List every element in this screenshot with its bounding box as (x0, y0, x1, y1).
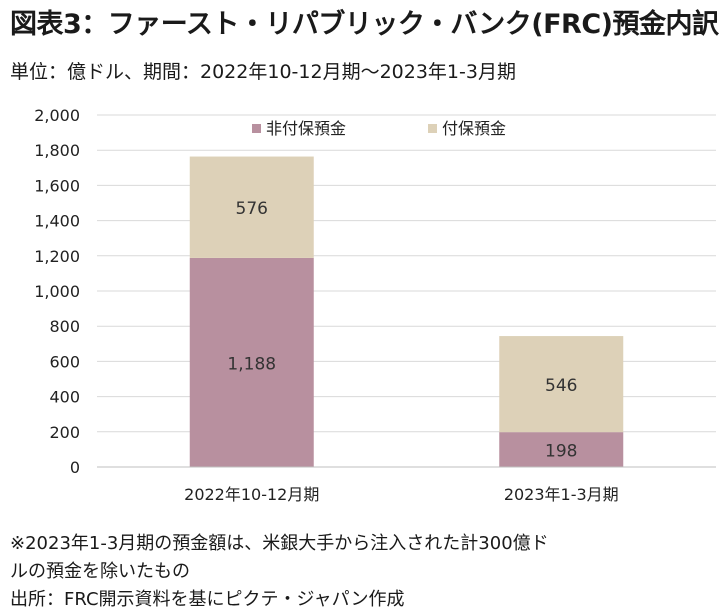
legend: 非付保預金 付保預金 (252, 119, 506, 138)
y-tick-label: 600 (49, 352, 80, 371)
bar-segment (499, 432, 624, 467)
y-tick-label: 1,000 (34, 282, 80, 301)
bar-segment (189, 156, 314, 258)
bars (189, 156, 624, 467)
data-label: 198 (545, 442, 577, 462)
y-tick-label: 800 (49, 317, 80, 336)
y-axis: 0 200 400 600 800 1,000 1,200 1,400 1,600 1,800 2,… (34, 106, 80, 477)
bar-segment (189, 257, 314, 467)
source-line: 出所：FRC開示資料を基にピクテ・ジャパン作成 (10, 589, 405, 610)
y-tick-label: 200 (49, 423, 80, 442)
y-tick-label: 2,000 (34, 106, 80, 125)
x-axis: 2022年10-12月期 2023年1-3月期 (97, 466, 716, 504)
data-label: 576 (236, 199, 268, 219)
y-tick-label: 1,600 (34, 176, 80, 195)
data-label: 1,188 (227, 354, 276, 374)
bar-segment (499, 336, 624, 433)
legend-label: 非付保預金 (266, 119, 346, 138)
legend-label: 付保預金 (442, 119, 506, 138)
stacked-bar-chart: 0 200 400 600 800 1,000 1,200 1,400 1,600 1,800 2,… (34, 106, 716, 504)
note-line: ルの預金を除いたもの (10, 561, 190, 582)
data-labels: 1,188 576 198 546 (227, 199, 577, 461)
y-tick-label: 1,200 (34, 247, 80, 266)
chart-title: 図表3：ファースト・リパブリック・バンク(FRC)預金内訳 (10, 9, 719, 40)
y-tick-label: 1,400 (34, 212, 80, 231)
chart-subtitle: 単位：億ドル、期間：2022年10-12月期～2023年1-3月期 (10, 61, 516, 83)
legend-swatch (252, 124, 261, 133)
y-tick-label: 0 (70, 458, 80, 477)
y-tick-label: 1,800 (34, 141, 80, 160)
data-label: 546 (545, 376, 577, 396)
note-line: ※2023年1-3月期の預金額は、米銀大手から注入された計300億ド (10, 533, 549, 554)
footnotes: ※2023年1-3月期の預金額は、米銀大手から注入された計300億ド ルの預金を… (10, 530, 720, 614)
legend-swatch (428, 124, 437, 133)
category-label: 2023年1-3月期 (504, 485, 619, 504)
category-label: 2022年10-12月期 (184, 485, 319, 504)
y-tick-label: 400 (49, 388, 80, 407)
